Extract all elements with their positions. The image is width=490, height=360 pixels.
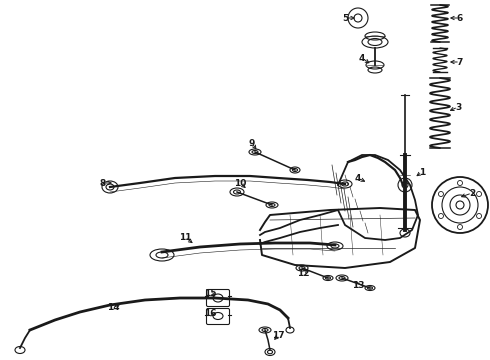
Text: 11: 11 [179, 233, 191, 242]
Text: 1: 1 [419, 167, 425, 176]
Text: 14: 14 [107, 303, 119, 312]
Text: 6: 6 [457, 14, 463, 23]
Text: 16: 16 [204, 310, 216, 319]
Text: 12: 12 [297, 269, 309, 278]
Text: 17: 17 [271, 332, 284, 341]
Text: 15: 15 [204, 288, 216, 297]
Text: 4: 4 [359, 54, 365, 63]
Text: 8: 8 [100, 179, 106, 188]
Text: 4: 4 [355, 174, 361, 183]
Text: 10: 10 [234, 179, 246, 188]
Text: 7: 7 [457, 58, 463, 67]
Text: 2: 2 [469, 189, 475, 198]
Text: 5: 5 [342, 14, 348, 23]
Text: 3: 3 [455, 103, 461, 112]
Text: 13: 13 [352, 280, 364, 289]
Text: 9: 9 [249, 139, 255, 148]
